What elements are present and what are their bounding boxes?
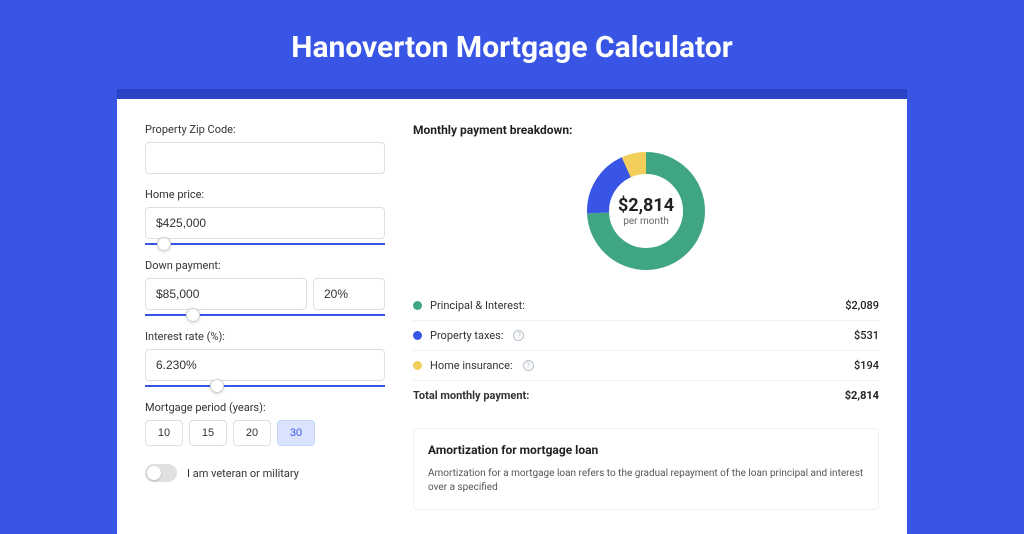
interest-rate-slider-thumb[interactable]	[210, 379, 224, 393]
legend-label: Principal & Interest:	[430, 299, 525, 312]
period-button-15[interactable]: 15	[189, 420, 227, 446]
period-button-30[interactable]: 30	[277, 420, 315, 446]
period-buttons: 10152030	[145, 420, 385, 446]
legend-value: $194	[854, 359, 879, 372]
legend-label: Home insurance:	[430, 359, 513, 372]
page-title: Hanoverton Mortgage Calculator	[0, 0, 1024, 89]
field-interest-rate: Interest rate (%):	[145, 330, 385, 387]
veteran-label: I am veteran or military	[187, 467, 299, 480]
info-icon[interactable]: ?	[523, 360, 534, 371]
period-button-10[interactable]: 10	[145, 420, 183, 446]
legend-dot	[413, 301, 422, 310]
down-payment-percent-input[interactable]	[313, 278, 385, 310]
field-down-payment: Down payment:	[145, 259, 385, 316]
calculator-card: Property Zip Code: Home price: Down paym…	[117, 89, 907, 534]
legend-total-label: Total monthly payment:	[413, 389, 529, 402]
breakdown-title: Monthly payment breakdown:	[413, 123, 879, 137]
home-price-slider[interactable]	[145, 243, 385, 245]
down-payment-input[interactable]	[145, 278, 307, 310]
field-zip: Property Zip Code:	[145, 123, 385, 174]
period-label: Mortgage period (years):	[145, 401, 385, 414]
down-payment-slider[interactable]	[145, 314, 385, 316]
donut-sub: per month	[623, 216, 669, 227]
legend-total-value: $2,814	[845, 389, 879, 402]
interest-rate-label: Interest rate (%):	[145, 330, 385, 343]
legend-value: $531	[854, 329, 879, 342]
period-button-20[interactable]: 20	[233, 420, 271, 446]
zip-input[interactable]	[145, 142, 385, 174]
donut-chart: $2,814 per month	[586, 151, 706, 271]
down-payment-label: Down payment:	[145, 259, 385, 272]
home-price-label: Home price:	[145, 188, 385, 201]
veteran-toggle[interactable]	[145, 464, 177, 482]
legend-row: Home insurance:? $194	[413, 351, 879, 381]
home-price-input[interactable]	[145, 207, 385, 239]
interest-rate-slider[interactable]	[145, 385, 385, 387]
amortization-title: Amortization for mortgage loan	[428, 443, 864, 457]
amortization-card: Amortization for mortgage loan Amortizat…	[413, 428, 879, 510]
legend-rows: Principal & Interest: $2,089 Property taxe…	[413, 291, 879, 381]
donut-wrap: $2,814 per month	[413, 151, 879, 271]
interest-rate-input[interactable]	[145, 349, 385, 381]
donut-center: $2,814 per month	[586, 151, 706, 271]
legend-dot	[413, 331, 422, 340]
right-panel: Monthly payment breakdown: $2,814 per mo…	[413, 123, 879, 510]
legend-total-row: Total monthly payment: $2,814	[413, 381, 879, 410]
amortization-text: Amortization for a mortgage loan refers …	[428, 467, 864, 495]
down-payment-slider-thumb[interactable]	[186, 308, 200, 322]
info-icon[interactable]: ?	[513, 330, 524, 341]
legend-dot	[413, 361, 422, 370]
field-period: Mortgage period (years): 10152030	[145, 401, 385, 446]
zip-label: Property Zip Code:	[145, 123, 385, 136]
veteran-toggle-knob	[147, 466, 161, 480]
left-panel: Property Zip Code: Home price: Down paym…	[145, 123, 385, 510]
donut-amount: $2,814	[618, 195, 674, 216]
legend-row: Principal & Interest: $2,089	[413, 291, 879, 321]
field-home-price: Home price:	[145, 188, 385, 245]
legend-label: Property taxes:	[430, 329, 503, 342]
veteran-row: I am veteran or military	[145, 464, 385, 482]
home-price-slider-thumb[interactable]	[157, 237, 171, 251]
legend-value: $2,089	[845, 299, 879, 312]
legend-row: Property taxes:? $531	[413, 321, 879, 351]
